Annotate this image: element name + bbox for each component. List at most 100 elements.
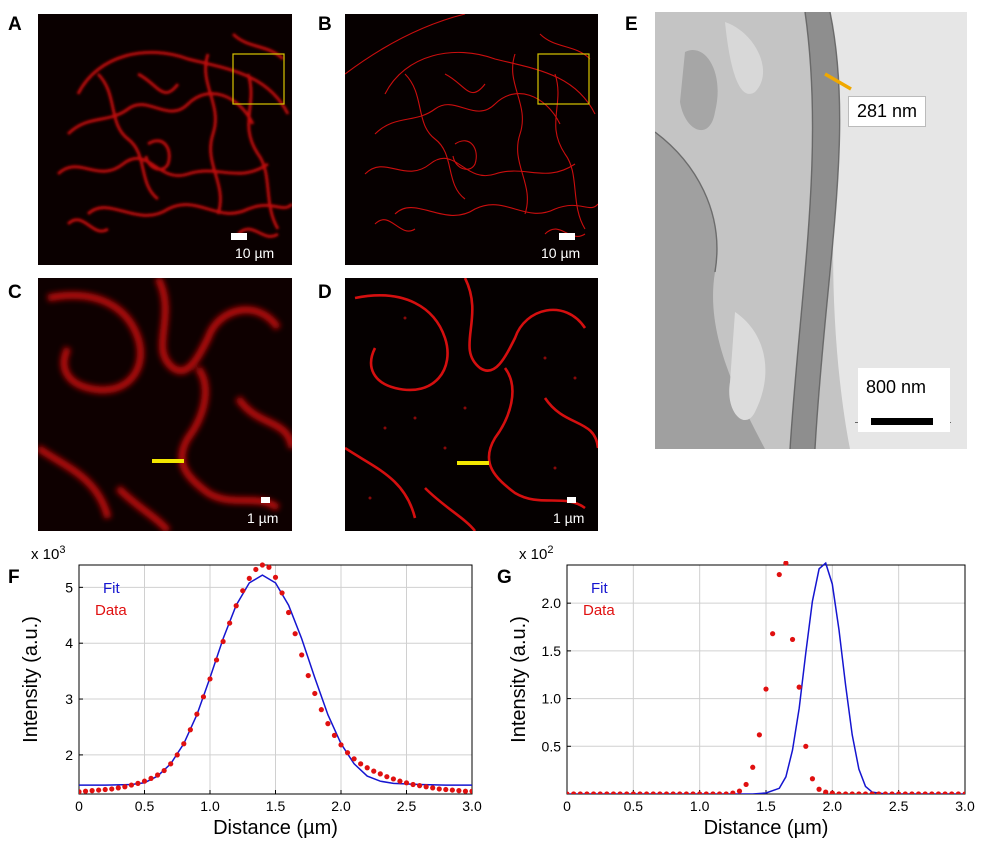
scale-label: 1 µm bbox=[553, 510, 585, 526]
data-point bbox=[338, 742, 344, 748]
chart-f: 0 0.5 1.0 1.5 2.0 2.5 3.0 2 3 4 5 x 103 Distance (µm… bbox=[0, 540, 495, 847]
panel-letter-f: F bbox=[8, 567, 20, 588]
data-point bbox=[869, 791, 875, 794]
y-tick-label: 1.0 bbox=[542, 691, 562, 707]
data-point bbox=[683, 791, 689, 794]
data-point bbox=[417, 783, 423, 789]
data-point bbox=[253, 566, 259, 573]
data-point bbox=[115, 785, 121, 791]
data-point bbox=[155, 772, 161, 778]
data-point bbox=[789, 636, 796, 643]
data-point bbox=[657, 791, 663, 794]
axis-multiplier: x 103 bbox=[31, 544, 65, 563]
data-point bbox=[240, 588, 246, 594]
panel-letter-e: E bbox=[625, 14, 638, 35]
legend-fit: Fit bbox=[591, 580, 608, 597]
data-point bbox=[567, 791, 570, 794]
y-tick-label: 0.5 bbox=[542, 738, 562, 754]
data-point bbox=[358, 761, 364, 767]
x-axis-label: Distance (µm) bbox=[704, 817, 829, 839]
panel-letter-d: D bbox=[318, 282, 332, 303]
data-point bbox=[604, 791, 610, 794]
data-point bbox=[889, 791, 895, 794]
data-point bbox=[716, 791, 723, 794]
scale-bar bbox=[261, 497, 270, 503]
data-point bbox=[89, 788, 95, 794]
data-point bbox=[856, 791, 862, 794]
data-point bbox=[397, 778, 403, 784]
panel-letter-b: B bbox=[318, 14, 332, 35]
data-point bbox=[384, 774, 390, 780]
data-point bbox=[690, 791, 696, 794]
x-tick-label: 3.0 bbox=[462, 798, 482, 814]
series-group bbox=[79, 562, 472, 794]
data-point bbox=[207, 676, 213, 682]
data-point bbox=[135, 780, 141, 786]
x-tick-label: 2.5 bbox=[889, 798, 909, 814]
data-point bbox=[371, 768, 377, 774]
data-point bbox=[909, 791, 915, 794]
data-point bbox=[305, 672, 311, 679]
data-point bbox=[590, 791, 597, 794]
x-tick-label: 1.0 bbox=[690, 798, 710, 814]
data-point bbox=[829, 790, 835, 794]
data-point bbox=[403, 780, 410, 786]
data-point bbox=[670, 791, 676, 794]
y-tick-label: 5 bbox=[65, 579, 73, 595]
x-tick-label: 0 bbox=[75, 798, 83, 814]
data-point bbox=[109, 786, 115, 792]
x-tick-label: 0.5 bbox=[135, 798, 155, 814]
scale-bar bbox=[231, 233, 247, 240]
data-point bbox=[571, 791, 577, 794]
data-point bbox=[770, 631, 776, 637]
data-point bbox=[617, 791, 623, 794]
data-point bbox=[279, 590, 285, 596]
scale-bar bbox=[559, 233, 575, 240]
data-point bbox=[896, 791, 902, 794]
scale-label: 1 µm bbox=[247, 510, 279, 526]
data-point bbox=[809, 776, 816, 782]
data-point bbox=[849, 791, 855, 794]
data-point bbox=[168, 761, 174, 767]
super-resolution-image-b: 10 µm bbox=[345, 14, 598, 265]
y-axis-label: Intensity (a.u.) bbox=[20, 616, 42, 743]
data-point bbox=[331, 732, 338, 738]
scale-label: 10 µm bbox=[235, 245, 275, 261]
data-point bbox=[449, 787, 455, 793]
electron-micrograph-e: 281 nm 800 nm bbox=[655, 12, 967, 449]
data-point bbox=[462, 788, 469, 794]
data-point bbox=[79, 789, 82, 794]
data-point bbox=[128, 782, 134, 788]
x-tick-label: 2.0 bbox=[331, 798, 351, 814]
panel-letter-a: A bbox=[8, 14, 22, 35]
scale-bar bbox=[567, 497, 576, 503]
data-point bbox=[344, 750, 351, 756]
data-point bbox=[364, 765, 370, 771]
data-point bbox=[96, 787, 102, 793]
data-point bbox=[161, 767, 167, 774]
data-point bbox=[902, 791, 908, 794]
data-point bbox=[469, 788, 472, 794]
data-point bbox=[597, 791, 603, 794]
data-point bbox=[915, 791, 922, 794]
legend-data: Data bbox=[583, 602, 615, 619]
data-point bbox=[750, 764, 756, 770]
data-point bbox=[312, 690, 318, 697]
data-point bbox=[736, 788, 743, 794]
data-point bbox=[783, 561, 789, 566]
data-point bbox=[286, 609, 292, 616]
line-profile-chart-g: 0 0.5 1.0 1.5 2.0 2.5 3.0 0.5 1.0 1.5 2.0 x 102 Dist… bbox=[508, 544, 975, 839]
y-axis-label: Intensity (a.u.) bbox=[508, 616, 530, 743]
legend-data: Data bbox=[95, 602, 127, 619]
data-point bbox=[194, 711, 200, 717]
data-point bbox=[703, 791, 709, 794]
x-tick-label: 2.0 bbox=[823, 798, 843, 814]
data-point bbox=[756, 732, 762, 738]
data-point bbox=[763, 686, 769, 692]
x-tick-label: 2.5 bbox=[397, 798, 417, 814]
data-point bbox=[776, 571, 782, 578]
zoomed-image-c: 1 µm bbox=[38, 278, 292, 531]
data-point bbox=[962, 791, 965, 794]
data-point bbox=[796, 684, 802, 690]
data-point bbox=[148, 775, 154, 781]
